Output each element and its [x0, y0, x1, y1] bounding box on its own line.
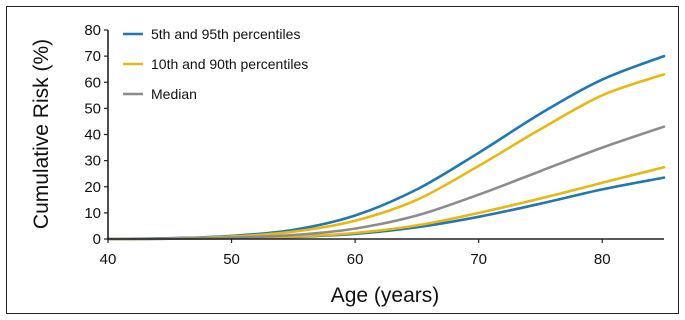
y-tick-label-70: 70 — [84, 48, 101, 65]
legend-label-1: 10th and 90th percentiles — [151, 56, 308, 72]
x-tick-label-40: 40 — [100, 251, 117, 268]
y-tick-label-30: 30 — [84, 153, 101, 170]
legend-label-2: Median — [151, 86, 197, 102]
y-tick-label-50: 50 — [84, 100, 101, 117]
x-axis-title: Age (years) — [331, 284, 440, 307]
x-tick-label-50: 50 — [223, 251, 240, 268]
y-tick-label-60: 60 — [84, 74, 101, 91]
y-axis-title: Cumulative Risk (%) — [30, 39, 53, 229]
y-tick-label-10: 10 — [84, 205, 101, 222]
series-line-4 — [106, 125, 666, 241]
legend-label-0: 5th and 95th percentiles — [151, 26, 300, 42]
ticks-layer: 40 50 60 70 80 0 10 20 30 40 50 60 70 80 — [84, 22, 610, 268]
y-tick-label-20: 20 — [84, 179, 101, 196]
y-tick-label-0: 0 — [93, 231, 101, 248]
chart-frame — [6, 6, 679, 314]
x-tick-label-60: 60 — [347, 251, 364, 268]
y-tick-label-40: 40 — [84, 127, 101, 144]
x-tick-label-80: 80 — [594, 251, 611, 268]
series-layer — [106, 54, 666, 241]
y-tick-label-80: 80 — [84, 22, 101, 39]
legend: 5th and 95th percentiles 10th and 90th pe… — [123, 26, 308, 102]
x-tick-label-70: 70 — [470, 251, 487, 268]
